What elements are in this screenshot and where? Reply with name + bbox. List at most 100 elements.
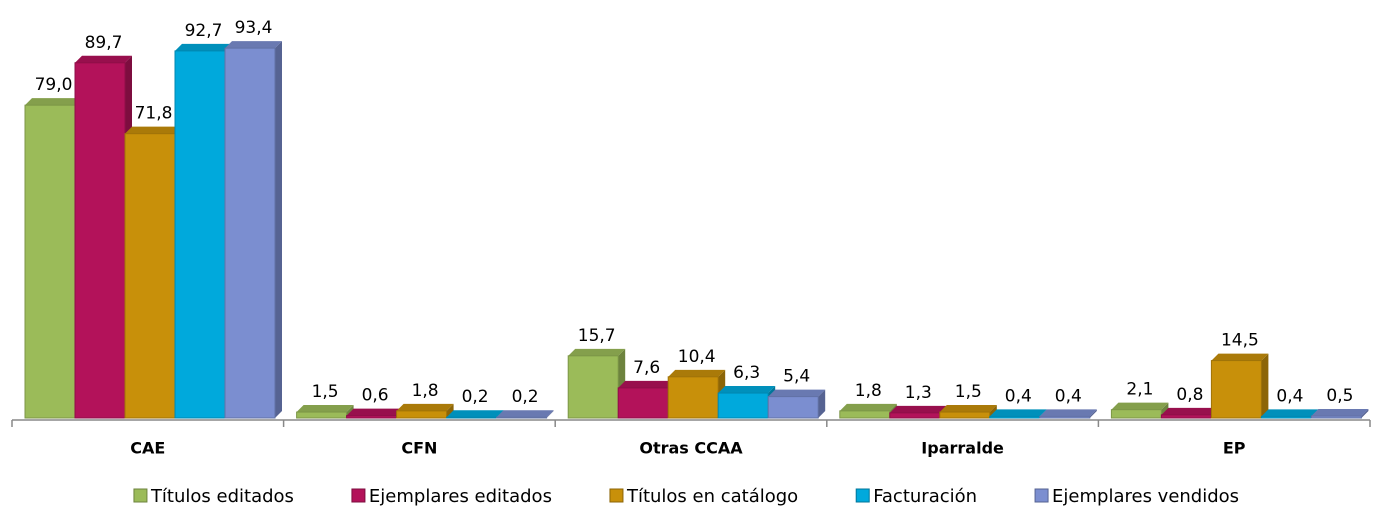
data-label: 0,6	[362, 386, 389, 406]
bar-top	[989, 409, 1047, 417]
bar-top	[768, 389, 826, 397]
bar-3d	[296, 405, 354, 419]
data-label: 93,4	[235, 18, 273, 38]
bar-side	[818, 389, 826, 418]
data-label: 1,8	[855, 381, 882, 401]
data-label: 0,8	[1176, 385, 1203, 405]
bar	[667, 376, 719, 419]
bar-3d	[1260, 409, 1319, 419]
bar	[617, 387, 669, 419]
bar-3d	[396, 403, 454, 419]
bar	[446, 416, 498, 419]
bar-3d	[617, 380, 676, 419]
bar-3d	[346, 408, 404, 419]
data-label: 92,7	[185, 21, 223, 41]
bar-side	[1361, 409, 1369, 418]
bar-top	[839, 403, 897, 411]
bar-3d	[989, 409, 1047, 419]
x-tick-label: Iparralde	[921, 439, 1004, 458]
bar-top	[225, 41, 282, 49]
bar-top	[1161, 407, 1219, 415]
bar	[174, 50, 226, 419]
data-label: 2,1	[1126, 380, 1153, 400]
legend-swatch	[133, 488, 148, 503]
legend-label: Títulos en catálogo	[626, 486, 798, 507]
data-label: 1,5	[312, 382, 339, 402]
data-label: 0,4	[1276, 386, 1303, 406]
data-label: 1,8	[412, 381, 439, 401]
bar-3d	[174, 43, 232, 419]
data-label: 1,5	[955, 382, 982, 402]
bar-3d	[1310, 409, 1369, 419]
bar	[346, 415, 398, 419]
data-label: 0,4	[1005, 386, 1032, 406]
bar-3d	[1160, 407, 1219, 419]
bar-top	[25, 98, 82, 106]
bar-top	[718, 386, 776, 394]
bar	[1210, 360, 1262, 419]
bar	[1260, 415, 1312, 419]
bar-top	[668, 369, 726, 377]
bar-top	[1311, 409, 1369, 417]
bar-3d	[939, 405, 997, 419]
bar	[74, 62, 126, 419]
bar-3d	[24, 98, 82, 419]
bar-side	[1261, 353, 1269, 418]
x-tick-label: CAE	[130, 439, 165, 458]
bar	[496, 416, 548, 419]
bar-3d	[839, 403, 897, 419]
bar-top	[1261, 409, 1319, 417]
bar	[939, 411, 991, 419]
bar-3d	[889, 405, 947, 419]
data-label: 0,2	[462, 387, 489, 407]
bar-top	[496, 410, 554, 418]
bar-3d	[446, 410, 504, 419]
bar-top	[125, 126, 182, 134]
data-label: 6,3	[733, 363, 760, 383]
bar	[396, 410, 448, 419]
data-label: 5,4	[783, 367, 810, 387]
data-label: 0,4	[1055, 386, 1082, 406]
data-label: 7,6	[633, 358, 660, 378]
legend-swatch	[1034, 488, 1049, 503]
bar-3d	[667, 369, 726, 419]
data-label: 89,7	[85, 33, 123, 53]
bar	[1160, 414, 1212, 419]
bar-3d	[1110, 402, 1169, 419]
bar-top	[1211, 353, 1269, 361]
bar-top	[296, 405, 354, 413]
bar-top	[396, 403, 454, 411]
bar-side	[446, 403, 454, 418]
bar-top	[568, 348, 626, 356]
data-label: 14,5	[1221, 331, 1259, 351]
bar-3d	[496, 410, 554, 419]
legend-label: Facturación	[873, 486, 977, 507]
bar	[224, 47, 276, 419]
bar-3d	[767, 389, 826, 419]
x-tick-label: EP	[1223, 439, 1246, 458]
data-label: 10,4	[678, 347, 716, 367]
bar-top	[939, 405, 997, 413]
data-label: 71,8	[135, 104, 173, 124]
bar	[717, 392, 769, 419]
bar	[567, 355, 619, 419]
legend-swatch	[609, 488, 624, 503]
bar	[124, 133, 176, 419]
data-label: 1,3	[905, 383, 932, 403]
bar-top	[1111, 402, 1169, 410]
legend-swatch	[855, 488, 870, 503]
legend-label: Títulos editados	[150, 486, 294, 507]
x-tick-label: CFN	[401, 439, 437, 458]
bar-3d	[124, 126, 182, 419]
data-label: 0,5	[1326, 386, 1353, 406]
bar-3d	[567, 348, 626, 419]
bar-3d	[1039, 409, 1097, 419]
legend-swatch	[351, 488, 366, 503]
bar	[24, 104, 76, 419]
bar-top	[889, 405, 947, 413]
bar-top	[175, 43, 232, 51]
data-label: 15,7	[578, 326, 616, 346]
bar-top	[1039, 409, 1097, 417]
x-tick-label: Otras CCAA	[639, 439, 743, 458]
